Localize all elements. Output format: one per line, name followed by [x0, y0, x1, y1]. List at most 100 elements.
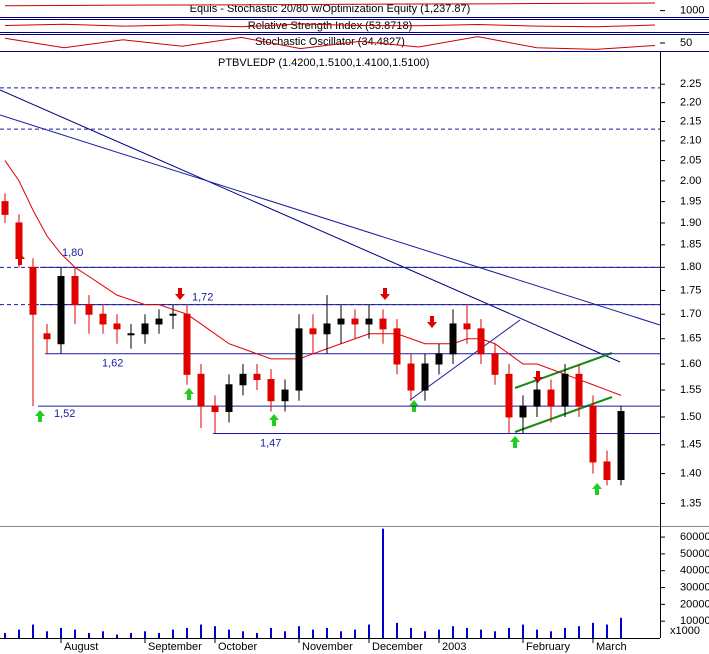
y-tick-label: 1.35 — [680, 497, 701, 509]
y-tick-label: 1.40 — [680, 467, 701, 479]
volume-bar — [480, 629, 482, 638]
y-tick-label: 2.25 — [680, 78, 701, 90]
indicator-line — [4, 23, 656, 28]
volume-bar — [592, 622, 594, 638]
price-title: PTBVLEDP (1.4200,1.5100,1.4100,1.5100) — [218, 57, 429, 69]
y-tick-label: 10000 — [680, 615, 709, 627]
y-tick-label: 1.50 — [680, 411, 701, 423]
volume-bar — [564, 627, 566, 638]
volume-bar — [522, 624, 524, 638]
y-tick-label: 2.20 — [680, 97, 701, 109]
x-tick-label: November — [302, 641, 353, 653]
x-tick-label: February — [526, 641, 571, 653]
volume-bar — [74, 629, 76, 638]
volume-unit: x1000 — [670, 625, 700, 637]
candle-body — [435, 353, 443, 365]
volume-bar — [130, 632, 132, 638]
volume-bar — [228, 629, 230, 638]
candle-body — [365, 318, 373, 325]
candle-body — [575, 373, 583, 407]
stochastic-title: Stochastic Oscillator (34.4827) — [255, 36, 405, 48]
candle-body — [477, 328, 485, 355]
volume-bar — [144, 631, 146, 638]
candle-body — [267, 379, 275, 402]
candle-body — [505, 373, 513, 418]
candle-body — [239, 373, 247, 386]
candle-body — [617, 411, 625, 480]
volume-bar — [200, 624, 202, 638]
y-tick-label: 40000 — [680, 565, 709, 577]
candle-body — [155, 318, 163, 325]
x-tick-label: March — [596, 641, 627, 653]
x-tick-label: August — [64, 641, 98, 653]
y-tick-label: 1.75 — [680, 284, 701, 296]
y-tick-label: 1.55 — [680, 384, 701, 396]
panel-frames — [0, 17, 709, 639]
volume-bar — [172, 629, 174, 638]
volume-bar — [466, 627, 468, 638]
x-tick-label: October — [218, 641, 257, 653]
candle-body — [113, 323, 121, 330]
candle-body — [29, 266, 37, 315]
indicator-line — [4, 36, 656, 50]
candle-body — [351, 318, 359, 325]
candle-body — [533, 389, 541, 407]
level-label: 1,52 — [54, 408, 75, 420]
volume-bar — [438, 629, 440, 638]
volume-bar — [550, 631, 552, 638]
candle-body — [197, 373, 205, 407]
candle-body — [603, 461, 611, 480]
candle-body — [421, 363, 429, 391]
volume-bar — [620, 617, 622, 638]
candle-body — [393, 328, 401, 365]
volume-bar — [536, 629, 538, 638]
volume-bar — [312, 629, 314, 638]
moving-average — [4, 160, 622, 396]
volume-bar — [508, 627, 510, 638]
volume-bar — [382, 528, 384, 638]
y-tick-label: 2.05 — [680, 154, 701, 166]
candle-body — [127, 333, 135, 336]
candle-body — [379, 318, 387, 330]
volume-bar — [326, 627, 328, 638]
volume-bar — [32, 624, 34, 638]
candle-body — [85, 304, 93, 315]
volume-bar — [18, 629, 20, 638]
candle-body — [337, 318, 345, 325]
x-tick-label: 2003 — [442, 641, 466, 653]
volume-bar — [116, 634, 118, 638]
candle-body — [1, 201, 9, 215]
y-tick-label: 50 — [680, 37, 692, 49]
volume-bar — [214, 626, 216, 638]
candle-body — [225, 384, 233, 413]
volume-bar — [606, 624, 608, 638]
trend-lines — [0, 89, 661, 433]
volume-bar — [102, 631, 104, 638]
candle-body — [561, 373, 569, 407]
candle-body — [519, 405, 527, 418]
candle-body — [43, 333, 51, 340]
y-tick-label: 2.00 — [680, 175, 701, 187]
candle-body — [463, 323, 471, 330]
volume-bar — [368, 624, 370, 638]
y-tick-label: 20000 — [680, 598, 709, 610]
x-tick-label: December — [372, 641, 423, 653]
candle-body — [141, 323, 149, 335]
volume-bar — [298, 626, 300, 638]
y-tick-label: 2.15 — [680, 115, 701, 127]
candle-body — [281, 389, 289, 402]
volume-bar — [270, 627, 272, 638]
volume-bar — [578, 626, 580, 638]
volume-bar — [494, 631, 496, 638]
candle-body — [253, 373, 261, 381]
y-tick-label: 1.80 — [680, 261, 701, 273]
volume-bar — [46, 631, 48, 638]
candle-body — [407, 363, 415, 391]
level-label: 1,72 — [192, 292, 213, 304]
candle-body — [57, 276, 65, 345]
y-tick-label: 1.85 — [680, 239, 701, 251]
y-tick-label: 1.90 — [680, 217, 701, 229]
candle-body — [547, 389, 555, 407]
y-tick-label: 60000 — [680, 531, 709, 543]
y-tick-label: 1.95 — [680, 196, 701, 208]
